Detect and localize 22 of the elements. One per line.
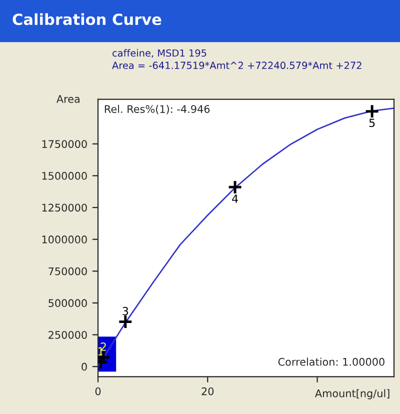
y-tick-label: 750000: [48, 267, 87, 276]
y-tick-label: 1500000: [42, 172, 87, 180]
y-tick-label: 250000: [48, 330, 87, 339]
chart-title: Calibration Curve: [12, 13, 162, 26]
x-tick-label: 20: [202, 387, 214, 396]
y-tick-label: 0: [82, 362, 87, 371]
point: [118, 314, 133, 330]
annotation: Correlation: 1.00000: [278, 358, 384, 366]
point: [364, 104, 380, 119]
y-tick-label: 500000: [48, 299, 87, 308]
y-tick-label: 1250000: [42, 204, 87, 212]
y-tick-label: 1750000: [42, 140, 87, 148]
y-tick-label: 1000000: [42, 236, 87, 244]
annotation: 2: [100, 342, 106, 351]
y-axis-title: Area: [56, 95, 80, 103]
annotation: 5: [369, 118, 375, 128]
chart-subtitle: caffeine, MSD1 195 Area = -641.17519*Amt^2 +72240.579*Amt +272: [112, 49, 362, 70]
annotation: 3: [122, 306, 128, 316]
x-axis-title: Amount[ng/ul]: [315, 389, 390, 400]
annotation: 4: [232, 194, 238, 203]
point: [228, 180, 242, 195]
annotation: Rel. Res%(1): -4.946: [104, 104, 210, 114]
